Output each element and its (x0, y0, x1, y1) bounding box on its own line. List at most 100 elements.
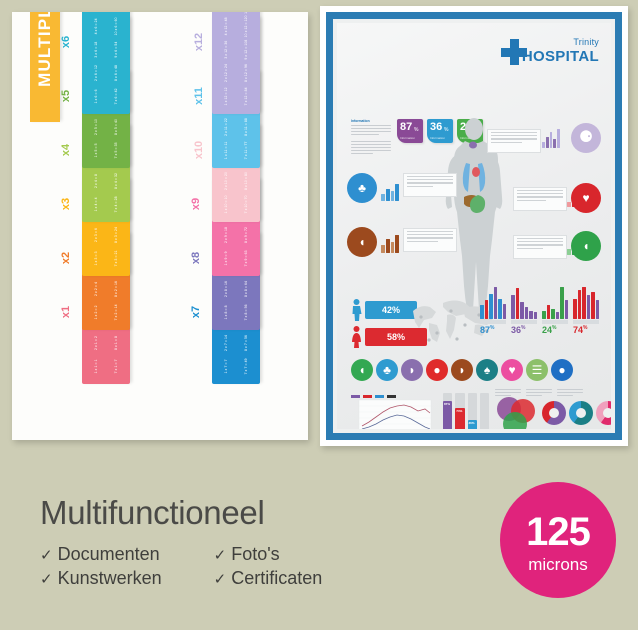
hospital-logo-sub: Trinity (573, 37, 599, 47)
multiplication-cell: 11 x 12 = 132 (237, 12, 257, 15)
brain-glyph: ◗ (408, 363, 416, 377)
multiplication-cell: 5 x 6 = 30 (87, 12, 107, 15)
stat-bar (529, 310, 533, 319)
bottom-panel: Multifunctioneel ✓ Documenten ✓ Kunstwerken… (0, 452, 638, 630)
multiplication-cell: 2 x 11 = 22 (224, 118, 229, 136)
callout-minichart-lungs (381, 181, 399, 201)
female-icon (351, 326, 362, 348)
multiplication-cell: 2 x 12 = 24 (224, 64, 229, 82)
badge-unit: % (444, 127, 449, 133)
callout-lungs[interactable] (403, 173, 457, 197)
line-chart-legend (351, 395, 433, 398)
multiplication-cell: 8 x 3 = 24 (113, 227, 118, 244)
multiplication-cell: 8 x 10 = 80 (243, 172, 248, 190)
heart-glyph: ♥ (508, 363, 516, 377)
multiplication-cell: 2 x 2 = 4 (94, 282, 99, 297)
stat-bar (520, 302, 524, 319)
multiplication-table-card: 1 x 6 = 6 2 x 6 = 12 3 x 6 = 18 4 x 6 = 24 5… (82, 12, 130, 114)
bottom-text-blocks (495, 387, 583, 398)
badge-value: 87 (400, 121, 413, 133)
feature-item: ✓ Kunstwerken (40, 568, 162, 589)
text-line (526, 388, 552, 390)
bar-cluster-value: 36% (468, 420, 475, 425)
text-line (517, 241, 563, 243)
callout-minichart-brain (542, 128, 560, 148)
text-line (407, 234, 453, 236)
feature-item: ✓ Certificaten (214, 568, 323, 589)
stat-bar (555, 312, 559, 319)
bar-cluster-track: 74% (455, 393, 465, 429)
check-icon: ✓ (213, 547, 227, 564)
badge-caption: Information (400, 136, 416, 140)
callout-brain[interactable] (487, 129, 541, 153)
multiplication-poster[interactable]: MULTIPLICATION 1 x 1 = 12 x 1 = 23 x 1 =… (12, 12, 308, 440)
tooth-icon: ♠ (476, 359, 498, 381)
stat-chart-bars (480, 285, 506, 319)
donut-chart (596, 401, 611, 425)
stat-chart-value: 36% (511, 325, 526, 335)
feature-list: ✓ Documenten ✓ Kunstwerken ✓ Foto's ✓ Certific… (40, 544, 322, 592)
bar-cluster-value: 74% (456, 408, 463, 413)
multiplication-table-x12[interactable]: 1 x 12 = 12 2 x 12 = 24 3 x 12 = 36 4 x 12 … (212, 12, 260, 114)
stomach-icon: ◖ (571, 231, 601, 261)
multiplication-cell: 2 x 5 = 10 (94, 119, 99, 136)
multiplication-banner: MULTIPLICATION (30, 12, 60, 122)
text-line (407, 240, 439, 242)
multiplication-cell: 4 x 6 = 24 (94, 18, 99, 35)
multiplication-cell: 7 x 1 = 7 (113, 359, 118, 374)
lungs-glyph: ♣ (383, 363, 391, 377)
text-line (517, 196, 563, 198)
stat-bar (595, 300, 599, 319)
multiplication-cell: 7 x 8 = 56 (243, 304, 248, 321)
stat-chart: 24% (542, 285, 568, 335)
stat-chart: 87% (480, 285, 506, 335)
text-line (351, 149, 391, 152)
multiplication-table-grid: 1 x 12 = 12 2 x 12 = 24 3 x 12 = 36 4 x 12 … (217, 12, 256, 108)
multiplication-cell: 8 x 2 = 16 (113, 281, 118, 298)
multiplication-cell: 9 x 6 = 54 (113, 41, 118, 58)
stat-bar (524, 307, 528, 319)
callout-stomach[interactable] (513, 235, 567, 259)
stat-bar (515, 288, 519, 319)
text-line (407, 176, 453, 178)
tooth-glyph: ♠ (483, 363, 491, 377)
callout-text-card (487, 129, 541, 153)
multiplication-cell: 2 x 7 = 14 (224, 335, 229, 352)
text-line (517, 193, 563, 195)
multiplication-cell: 7 x 10 = 70 (243, 195, 248, 214)
legend-swatch (387, 395, 396, 398)
multiplication-table-label-x10: x10 (193, 140, 206, 160)
hospital-poster[interactable]: Trinity HOSPITAL Information (320, 6, 628, 446)
bar-cluster-track: 87% (443, 393, 453, 429)
callout-liver[interactable] (403, 228, 457, 252)
venn-circle (503, 412, 527, 429)
multiplication-banner-label: MULTIPLICATION (30, 12, 60, 122)
stomach-glyph: ◖ (358, 363, 366, 377)
multiplication-cell: 1 x 12 = 12 (224, 87, 229, 106)
multiplication-cell: 8 x 11 = 88 (243, 118, 248, 136)
check-icon: ✓ (213, 571, 227, 588)
stat-chart-value: 24% (542, 325, 557, 335)
stomach-glyph: ◖ (582, 239, 590, 253)
text-line (407, 185, 433, 187)
multiplication-table-label-x8: x8 (190, 251, 203, 265)
stat-bar (480, 305, 484, 319)
page-title: Multifunctioneel (40, 494, 265, 531)
multiplication-cell: 8 x 9 = 72 (243, 227, 248, 244)
multiplication-cell: 7 x 2 = 14 (113, 304, 118, 321)
text-line (517, 244, 563, 246)
multiplication-cell: 5 x 12 = 60 (217, 12, 237, 15)
text-line (407, 231, 453, 233)
multiplication-table-label-x3: x3 (60, 197, 73, 211)
micron-unit: microns (528, 555, 588, 574)
bed-glyph: ☰ (531, 363, 543, 377)
text-line (557, 391, 583, 393)
multiplication-cell: 1 x 10 = 10 (224, 195, 229, 214)
multiplication-cell: 7 x 3 = 21 (113, 250, 118, 267)
micron-badge: 125 microns (500, 482, 616, 598)
callout-heart[interactable] (513, 187, 567, 211)
stat-bar (591, 291, 595, 319)
stat-chart-axis (573, 320, 599, 324)
multiplication-table-x6[interactable]: 1 x 6 = 6 2 x 6 = 12 3 x 6 = 18 4 x 6 = 24 5… (82, 12, 130, 114)
text-line (495, 394, 511, 396)
